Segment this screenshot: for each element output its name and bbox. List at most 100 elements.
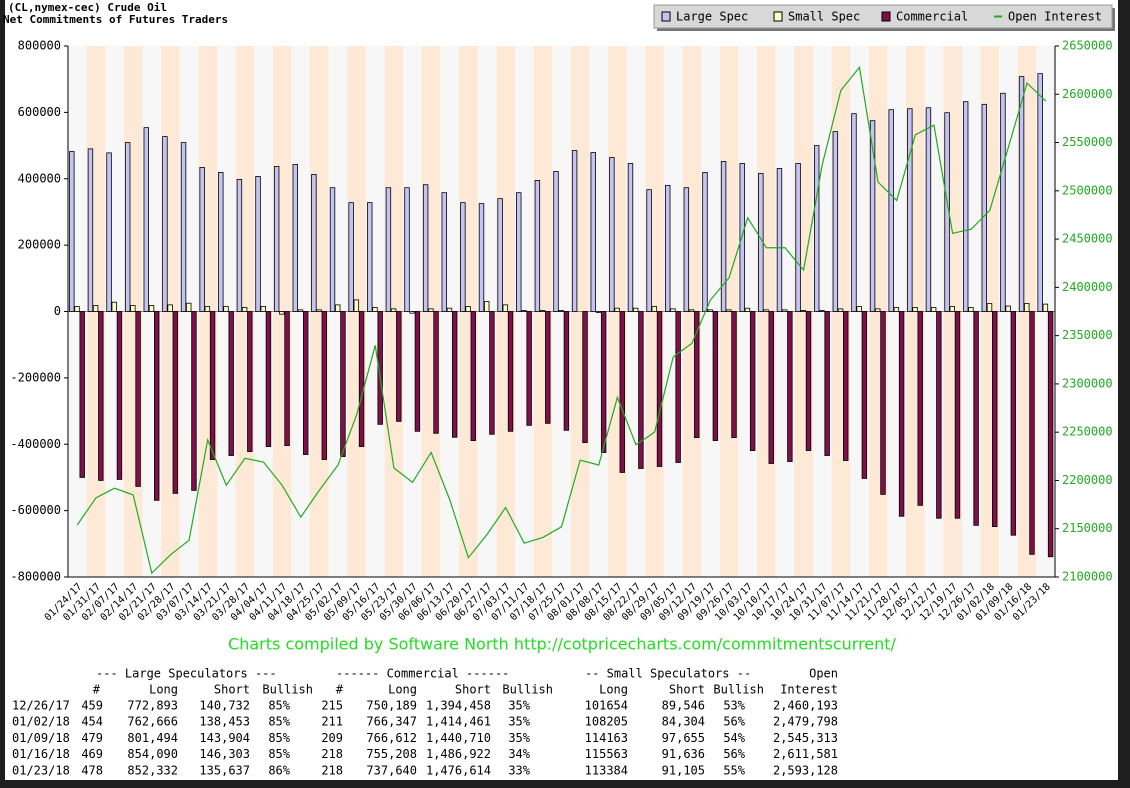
bar (898, 311, 905, 517)
credit-note: Charts compiled by Software North http:/… (228, 635, 897, 654)
y-tick-label: -200000 (10, 370, 61, 384)
bar (627, 163, 634, 312)
bar (1005, 305, 1011, 312)
table-cell: 101654 (585, 699, 628, 713)
table-date: 12/26/17 (12, 699, 70, 713)
y-tick-label: -800000 (10, 570, 61, 584)
bar (744, 307, 751, 312)
bar (930, 307, 937, 312)
bar (675, 311, 681, 463)
bar (856, 306, 862, 312)
bar (800, 310, 806, 312)
table-cell: 97,655 (662, 731, 705, 745)
table-cell: 755,208 (366, 747, 417, 761)
legend-label: Large Spec (676, 10, 748, 24)
bar (502, 304, 509, 312)
table-group-header: ------ Commercial ------ (336, 667, 509, 681)
bar (199, 167, 205, 312)
bar (776, 168, 783, 312)
y-tick-label: 600000 (18, 105, 61, 119)
bar (489, 311, 495, 435)
table-column-header: Short (669, 683, 705, 697)
table-cell: 91,636 (662, 747, 705, 761)
table-cell: 85% (268, 731, 290, 745)
bar (619, 311, 625, 473)
bar (720, 161, 727, 312)
table-cell: 459 (81, 699, 103, 713)
bar (702, 172, 708, 312)
table-cell: 854,090 (127, 747, 178, 761)
bar (1042, 303, 1049, 312)
table-column-header: # (336, 683, 344, 697)
bar (428, 308, 434, 312)
bar (273, 166, 280, 312)
y2-tick-label: 2550000 (1062, 135, 1113, 149)
bar (600, 311, 607, 453)
table-column-header: Short (455, 683, 491, 697)
table-date: 01/02/18 (12, 715, 70, 729)
bar (712, 311, 719, 441)
bar (781, 309, 788, 312)
bar (726, 309, 732, 312)
legend-label: Commercial (896, 10, 968, 24)
bar (763, 309, 769, 312)
bar (130, 305, 136, 312)
table-group-header: --- Large Speculators --- (96, 667, 277, 681)
legend-label: Small Spec (788, 10, 860, 24)
table-cell: 852,332 (127, 763, 178, 777)
table-cell: 35% (508, 731, 530, 745)
bar (614, 307, 620, 312)
bar (180, 142, 187, 312)
table-cell: 2,479,798 (773, 715, 838, 729)
bar (385, 187, 392, 312)
table-cell: 454 (81, 715, 103, 729)
bar (329, 187, 336, 312)
bar (241, 307, 248, 312)
legend-swatch (773, 11, 783, 22)
bar (516, 192, 522, 312)
bar (534, 180, 541, 312)
y-tick-label: 800000 (18, 39, 61, 53)
table-cell: 91,105 (662, 763, 705, 777)
table-cell: 2,593,128 (773, 763, 838, 777)
table-column-header: Long (149, 683, 178, 697)
bar (87, 148, 94, 312)
table-column-header: Bullish (262, 683, 313, 697)
table-cell: 1,476,614 (426, 763, 491, 777)
bar (539, 310, 546, 312)
bar (284, 311, 290, 446)
bar (348, 202, 354, 312)
table-cell: 218 (321, 763, 343, 777)
bar (893, 307, 900, 312)
table-cell: 478 (81, 763, 103, 777)
bar (478, 203, 485, 312)
bar (1010, 311, 1017, 536)
bar (558, 310, 564, 312)
table-cell: 114163 (585, 731, 628, 745)
bar (106, 152, 112, 312)
bar (297, 309, 304, 312)
table-cell: 2,545,313 (773, 731, 838, 745)
bar (768, 311, 774, 464)
bar (209, 311, 216, 460)
bar (837, 308, 844, 312)
bar (949, 306, 955, 312)
table-cell: 2,460,193 (773, 699, 838, 713)
y2-tick-label: 2250000 (1062, 425, 1113, 439)
bar (255, 176, 261, 312)
table-cell: 135,637 (199, 763, 250, 777)
table-column-header: Bullish (502, 683, 553, 697)
bar (404, 187, 410, 312)
table-date: 01/16/18 (12, 747, 70, 761)
table-cell: 209 (321, 731, 343, 745)
table-cell: 772,893 (127, 699, 178, 713)
bar (869, 120, 876, 312)
table-cell: 54% (723, 731, 745, 745)
chart-subtitle: Net Commitments of Futures Traders (3, 13, 228, 26)
bar (321, 311, 328, 460)
bar (265, 311, 272, 447)
table-cell: 1,440,710 (426, 731, 491, 745)
bar (981, 103, 988, 312)
bar (973, 311, 979, 526)
y2-tick-label: 2200000 (1062, 473, 1113, 487)
